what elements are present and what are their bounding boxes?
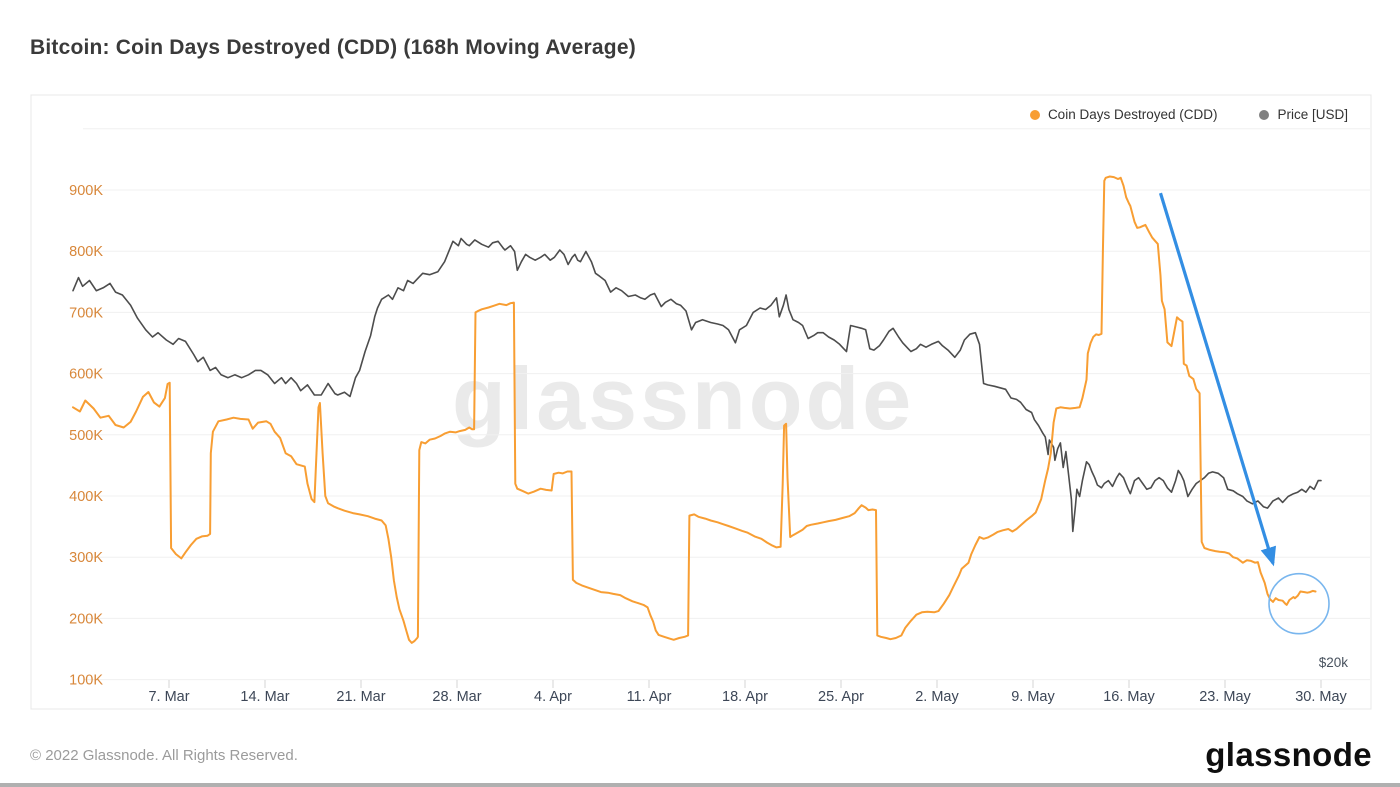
x-axis-label-7-Mar: 7. Mar (148, 689, 189, 705)
legend-item-price[interactable]: Price [USD] (1259, 107, 1348, 122)
y-axis-label-500K: 500K (69, 428, 103, 444)
legend-dot-cdd-icon (1029, 109, 1040, 120)
copyright-text: © 2022 Glassnode. All Rights Reserved. (30, 746, 298, 764)
x-axis-label-25-Apr: 25. Apr (818, 689, 864, 705)
x-axis-label-23-May: 23. May (1199, 689, 1251, 705)
legend-label-price: Price [USD] (1277, 107, 1348, 122)
bottom-edge-bar (0, 783, 1400, 787)
legend-dot-price-icon (1259, 109, 1270, 120)
chart-border (30, 94, 1372, 710)
chart-plot-area[interactable]: 100K 200K 300K 400K 500K 600K 700K 800K 900K 7. M… (0, 0, 1400, 725)
x-axis-label-2-May: 2. May (915, 689, 959, 705)
legend-item-cdd[interactable]: Coin Days Destroyed (CDD) (1029, 107, 1218, 122)
annotation-arrow-down-icon (1158, 192, 1277, 567)
x-axis-label-30-May: 30. May (1295, 689, 1347, 705)
price-usd-line (72, 237, 1322, 533)
glassnode-watermark: glassnode (452, 349, 915, 448)
y-axis-label-800K: 800K (69, 244, 103, 260)
x-axis-label-21-Mar: 21. Mar (336, 689, 385, 705)
x-axis-label-11-Apr: 11. Apr (627, 689, 672, 705)
x-axis-label-4-Apr: 4. Apr (534, 689, 572, 705)
chart-legend: Coin Days Destroyed (CDD) Price [USD] (1029, 107, 1348, 122)
y-axis-label-100K: 100K (69, 673, 103, 689)
legend-label-cdd: Coin Days Destroyed (CDD) (1047, 107, 1218, 122)
price-axis-label-20k: $20k (1319, 655, 1349, 670)
x-axis-label-16-May: 16. May (1103, 689, 1155, 705)
y-axis-label-300K: 300K (69, 550, 103, 566)
footer: © 2022 Glassnode. All Rights Reserved. g… (30, 736, 1372, 774)
y-axis-label-400K: 400K (69, 489, 103, 505)
cdd-line (72, 175, 1317, 644)
glassnode-logo[interactable]: glassnode (1205, 736, 1372, 773)
y-axis-label-700K: 700K (69, 305, 103, 321)
annotation-highlight-circle (1268, 572, 1330, 635)
x-axis-label-9-May: 9. May (1011, 689, 1055, 705)
y-axis-label-600K: 600K (69, 367, 103, 383)
y-axis-label-200K: 200K (69, 611, 103, 627)
page-title: Bitcoin: Coin Days Destroyed (CDD) (168h… (30, 36, 636, 59)
y-axis-label-900K: 900K (69, 183, 103, 199)
x-axis-label-18-Apr: 18. Apr (722, 689, 768, 705)
x-axis-label-14-Mar: 14. Mar (240, 689, 289, 705)
x-axis-label-28-Mar: 28. Mar (432, 689, 481, 705)
